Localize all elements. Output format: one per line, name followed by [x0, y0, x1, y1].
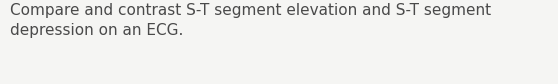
Text: Compare and contrast S-T segment elevation and S-T segment
depression on an ECG.: Compare and contrast S-T segment elevati… [10, 3, 491, 38]
